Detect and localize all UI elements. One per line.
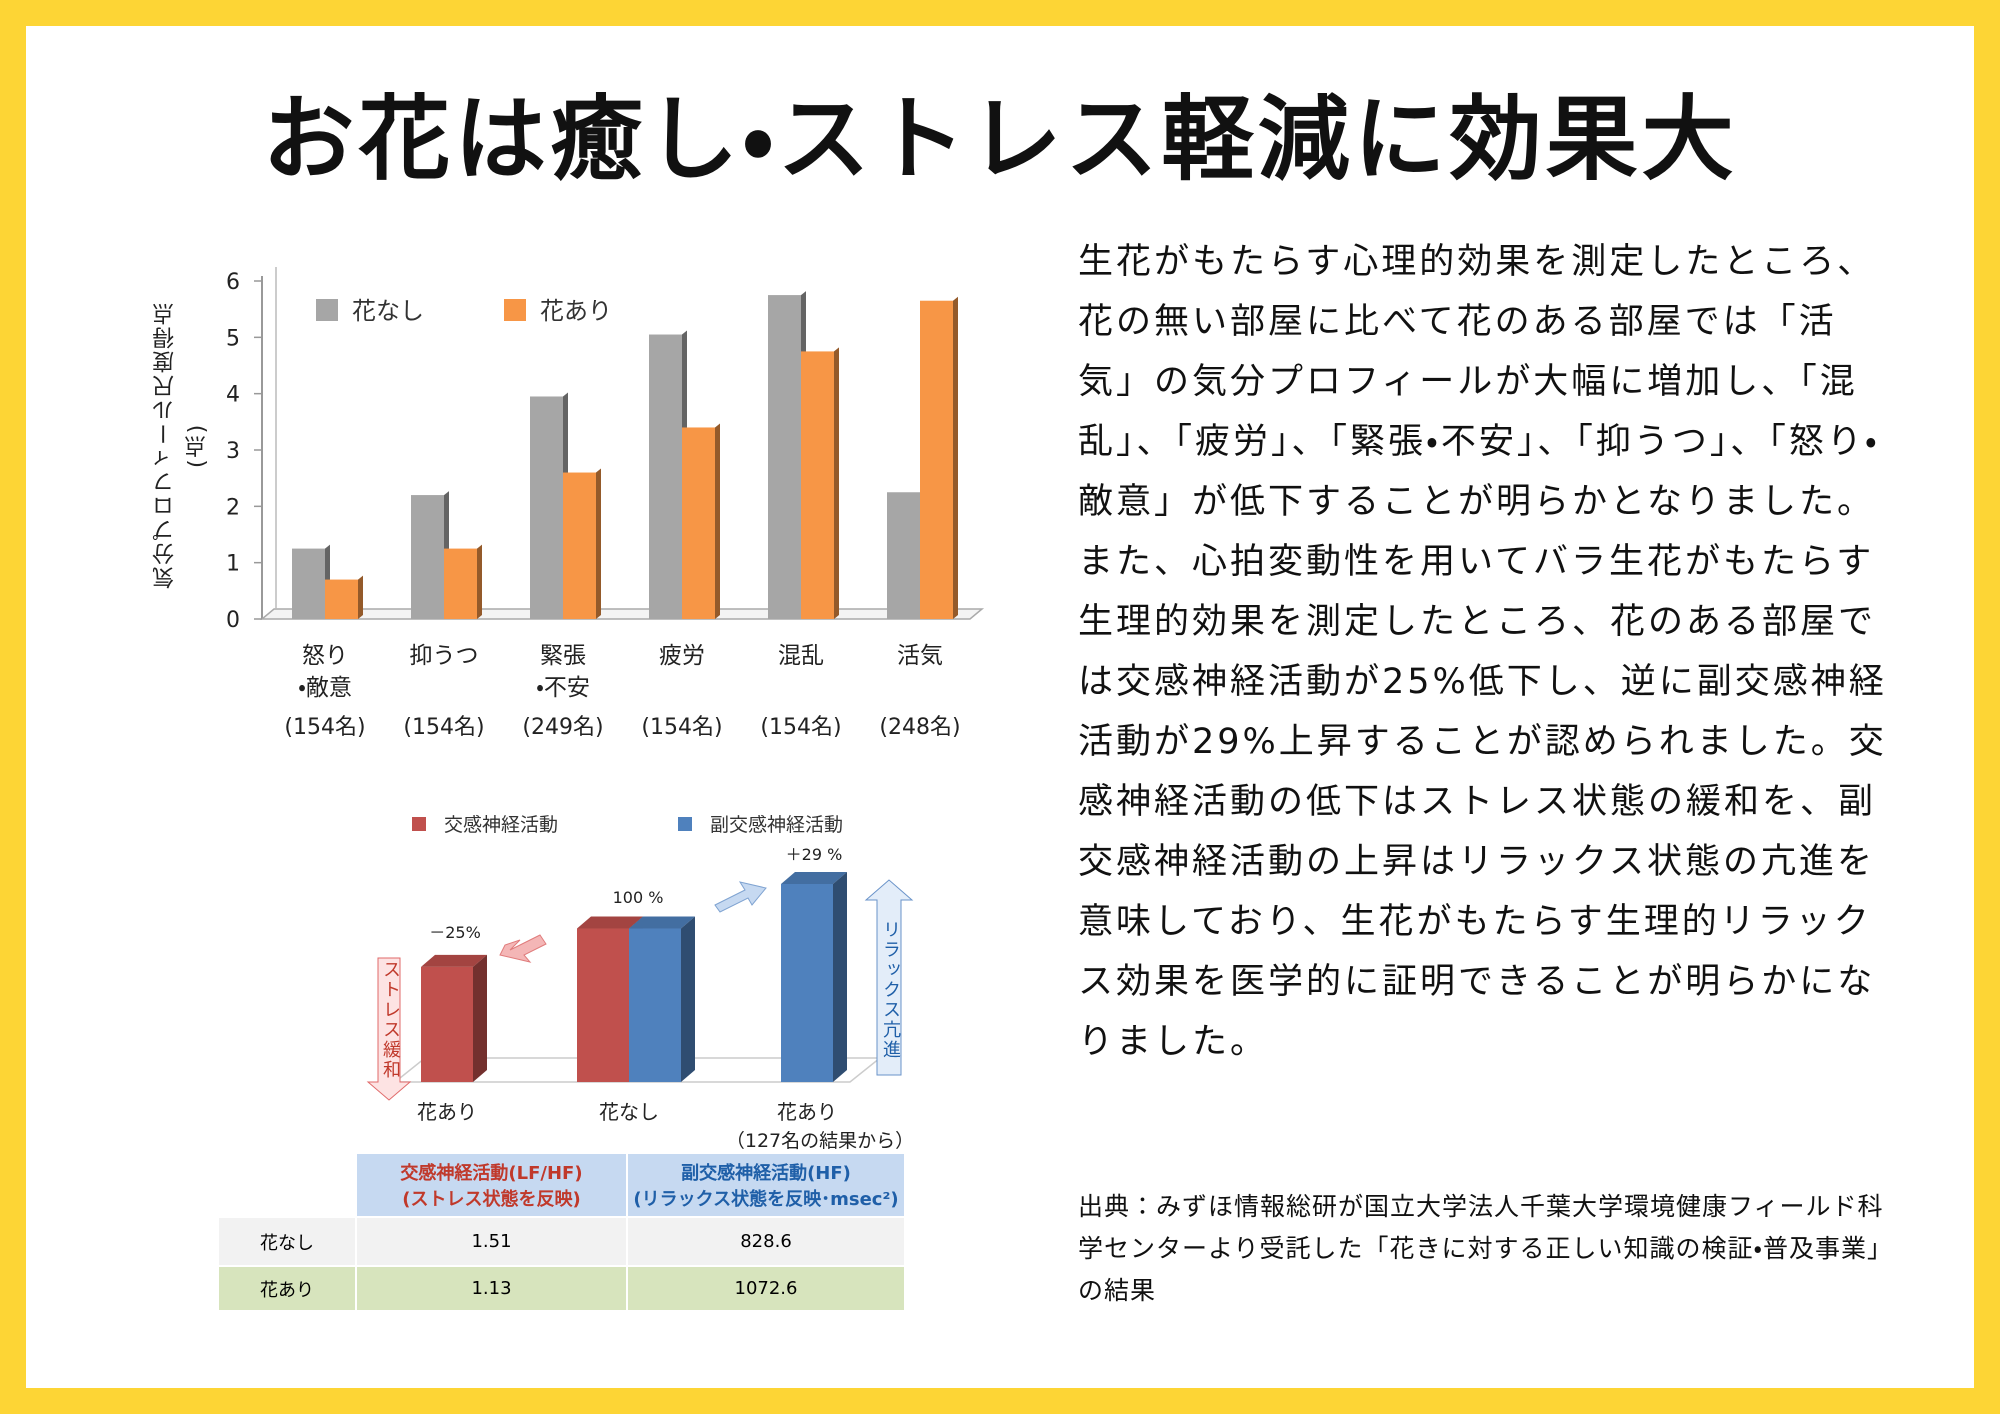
annotation: －25%: [429, 923, 481, 942]
bar: [649, 334, 682, 619]
bar: [577, 928, 629, 1082]
table-row-label: 花なし: [219, 1218, 357, 1267]
bar: [629, 928, 681, 1082]
arrow: [366, 957, 412, 1101]
table-cell: 1.13: [357, 1267, 628, 1312]
y-tick-label: 2: [226, 495, 240, 520]
arrow: [864, 879, 914, 1076]
bar-top: [421, 954, 487, 967]
x-note: （127名の結果から）: [725, 1130, 915, 1152]
table-cell: 1.51: [357, 1218, 628, 1267]
legend-label: 副交感神経活動: [710, 814, 843, 836]
bar: [411, 495, 444, 619]
bar-side: [833, 872, 847, 1082]
bar: [444, 548, 477, 619]
bar: [781, 884, 833, 1082]
side-label: リラックス亢進: [880, 920, 901, 1060]
x-tick-label: 花あり: [417, 1100, 477, 1124]
table-row-label: 花あり: [219, 1267, 357, 1312]
y-tick-label: 0: [226, 608, 240, 633]
x-tick-count: (154名): [641, 715, 723, 740]
side-label: ストレス緩和: [380, 960, 401, 1080]
x-tick-count: (154名): [760, 715, 842, 740]
bar: [421, 966, 473, 1082]
table-header: 副交感神経活動(HF) (リラックス状態を反映･msec²): [628, 1154, 906, 1218]
bar: [887, 492, 920, 619]
legend-swatch: [412, 817, 426, 831]
annotation: 100 %: [612, 888, 664, 907]
bar-side: [477, 544, 482, 619]
bar: [801, 351, 834, 619]
legend-swatch: [316, 299, 338, 321]
x-axis-floor: [259, 608, 985, 620]
paragraph: また、心拍変動性を用いてバラ生花がもたらす生理的効果を測定したところ、花のある部…: [1078, 542, 1887, 1062]
y-tick-label: 5: [226, 326, 240, 351]
panel: [26, 26, 1974, 1388]
bar-side: [596, 468, 601, 619]
legend-label: 交感神経活動: [444, 814, 558, 836]
x-tick-label: 抑うつ: [409, 643, 479, 669]
bar-side: [681, 916, 695, 1082]
bar: [325, 579, 358, 619]
legend-label: 花なし: [352, 297, 424, 325]
table-cell: 1072.6: [628, 1267, 906, 1312]
paragraph: 生花がもたらす心理的効果を測定したところ、花の無い部屋に比べて花のある部屋では「…: [1078, 242, 1880, 522]
x-tick-label: 花なし: [599, 1100, 659, 1124]
x-tick-count: (248名): [879, 715, 961, 740]
bar-side: [473, 954, 487, 1082]
source: 出典：みずほ情報総研が国立大学法人千葉大学環境健康フィールド科学センターより受託…: [1078, 1192, 1884, 1305]
body-text: 生花がもたらす心理的効果を測定したところ、花の無い部屋に比べて花のある部屋では「…: [1078, 232, 1888, 1072]
x-tick-count: (154名): [403, 715, 485, 740]
bar: [292, 548, 325, 619]
x-tick-label: 活気: [897, 643, 943, 669]
legend-label: 花あり: [540, 297, 612, 325]
table-cell: 828.6: [628, 1218, 906, 1267]
x-tick-label: 混乱: [778, 643, 824, 669]
bar: [682, 427, 715, 619]
x-tick-count: (154名): [284, 715, 366, 740]
table-header: 交感神経活動(LF/HF) (ストレス状態を反映): [357, 1154, 628, 1218]
x-tick-label: 怒り ・敵意: [298, 643, 352, 701]
bar-top: [629, 916, 695, 929]
x-tick-label: 疲労: [659, 643, 705, 669]
bar-side: [953, 296, 958, 619]
bar: [563, 472, 596, 619]
bar-side: [715, 423, 720, 619]
bar-side: [358, 575, 363, 619]
bar-top: [577, 916, 643, 929]
y-tick-label: 4: [226, 383, 240, 408]
y-tick-label: 6: [226, 270, 240, 295]
y-axis-label: 気分プロフィール尺度得点 (点): [153, 301, 210, 589]
x-tick-label: 花あり: [777, 1100, 837, 1124]
bar: [920, 300, 953, 619]
arrow: [714, 881, 767, 913]
y-tick-label: 1: [226, 552, 240, 577]
bar-top: [781, 872, 847, 884]
annotation: ＋29 %: [785, 845, 843, 864]
bar: [530, 396, 563, 619]
x-tick-label: 緊張 ・不安: [536, 643, 590, 701]
y-tick-label: 3: [226, 439, 240, 464]
legend-swatch: [504, 299, 526, 321]
bar: [768, 295, 801, 619]
legend-swatch: [678, 817, 692, 831]
arrow: [499, 934, 547, 963]
x-tick-count: (249名): [522, 715, 604, 740]
title: お花は癒し・ストレス軽減に効果大: [262, 86, 1738, 193]
bar-side: [834, 347, 839, 619]
